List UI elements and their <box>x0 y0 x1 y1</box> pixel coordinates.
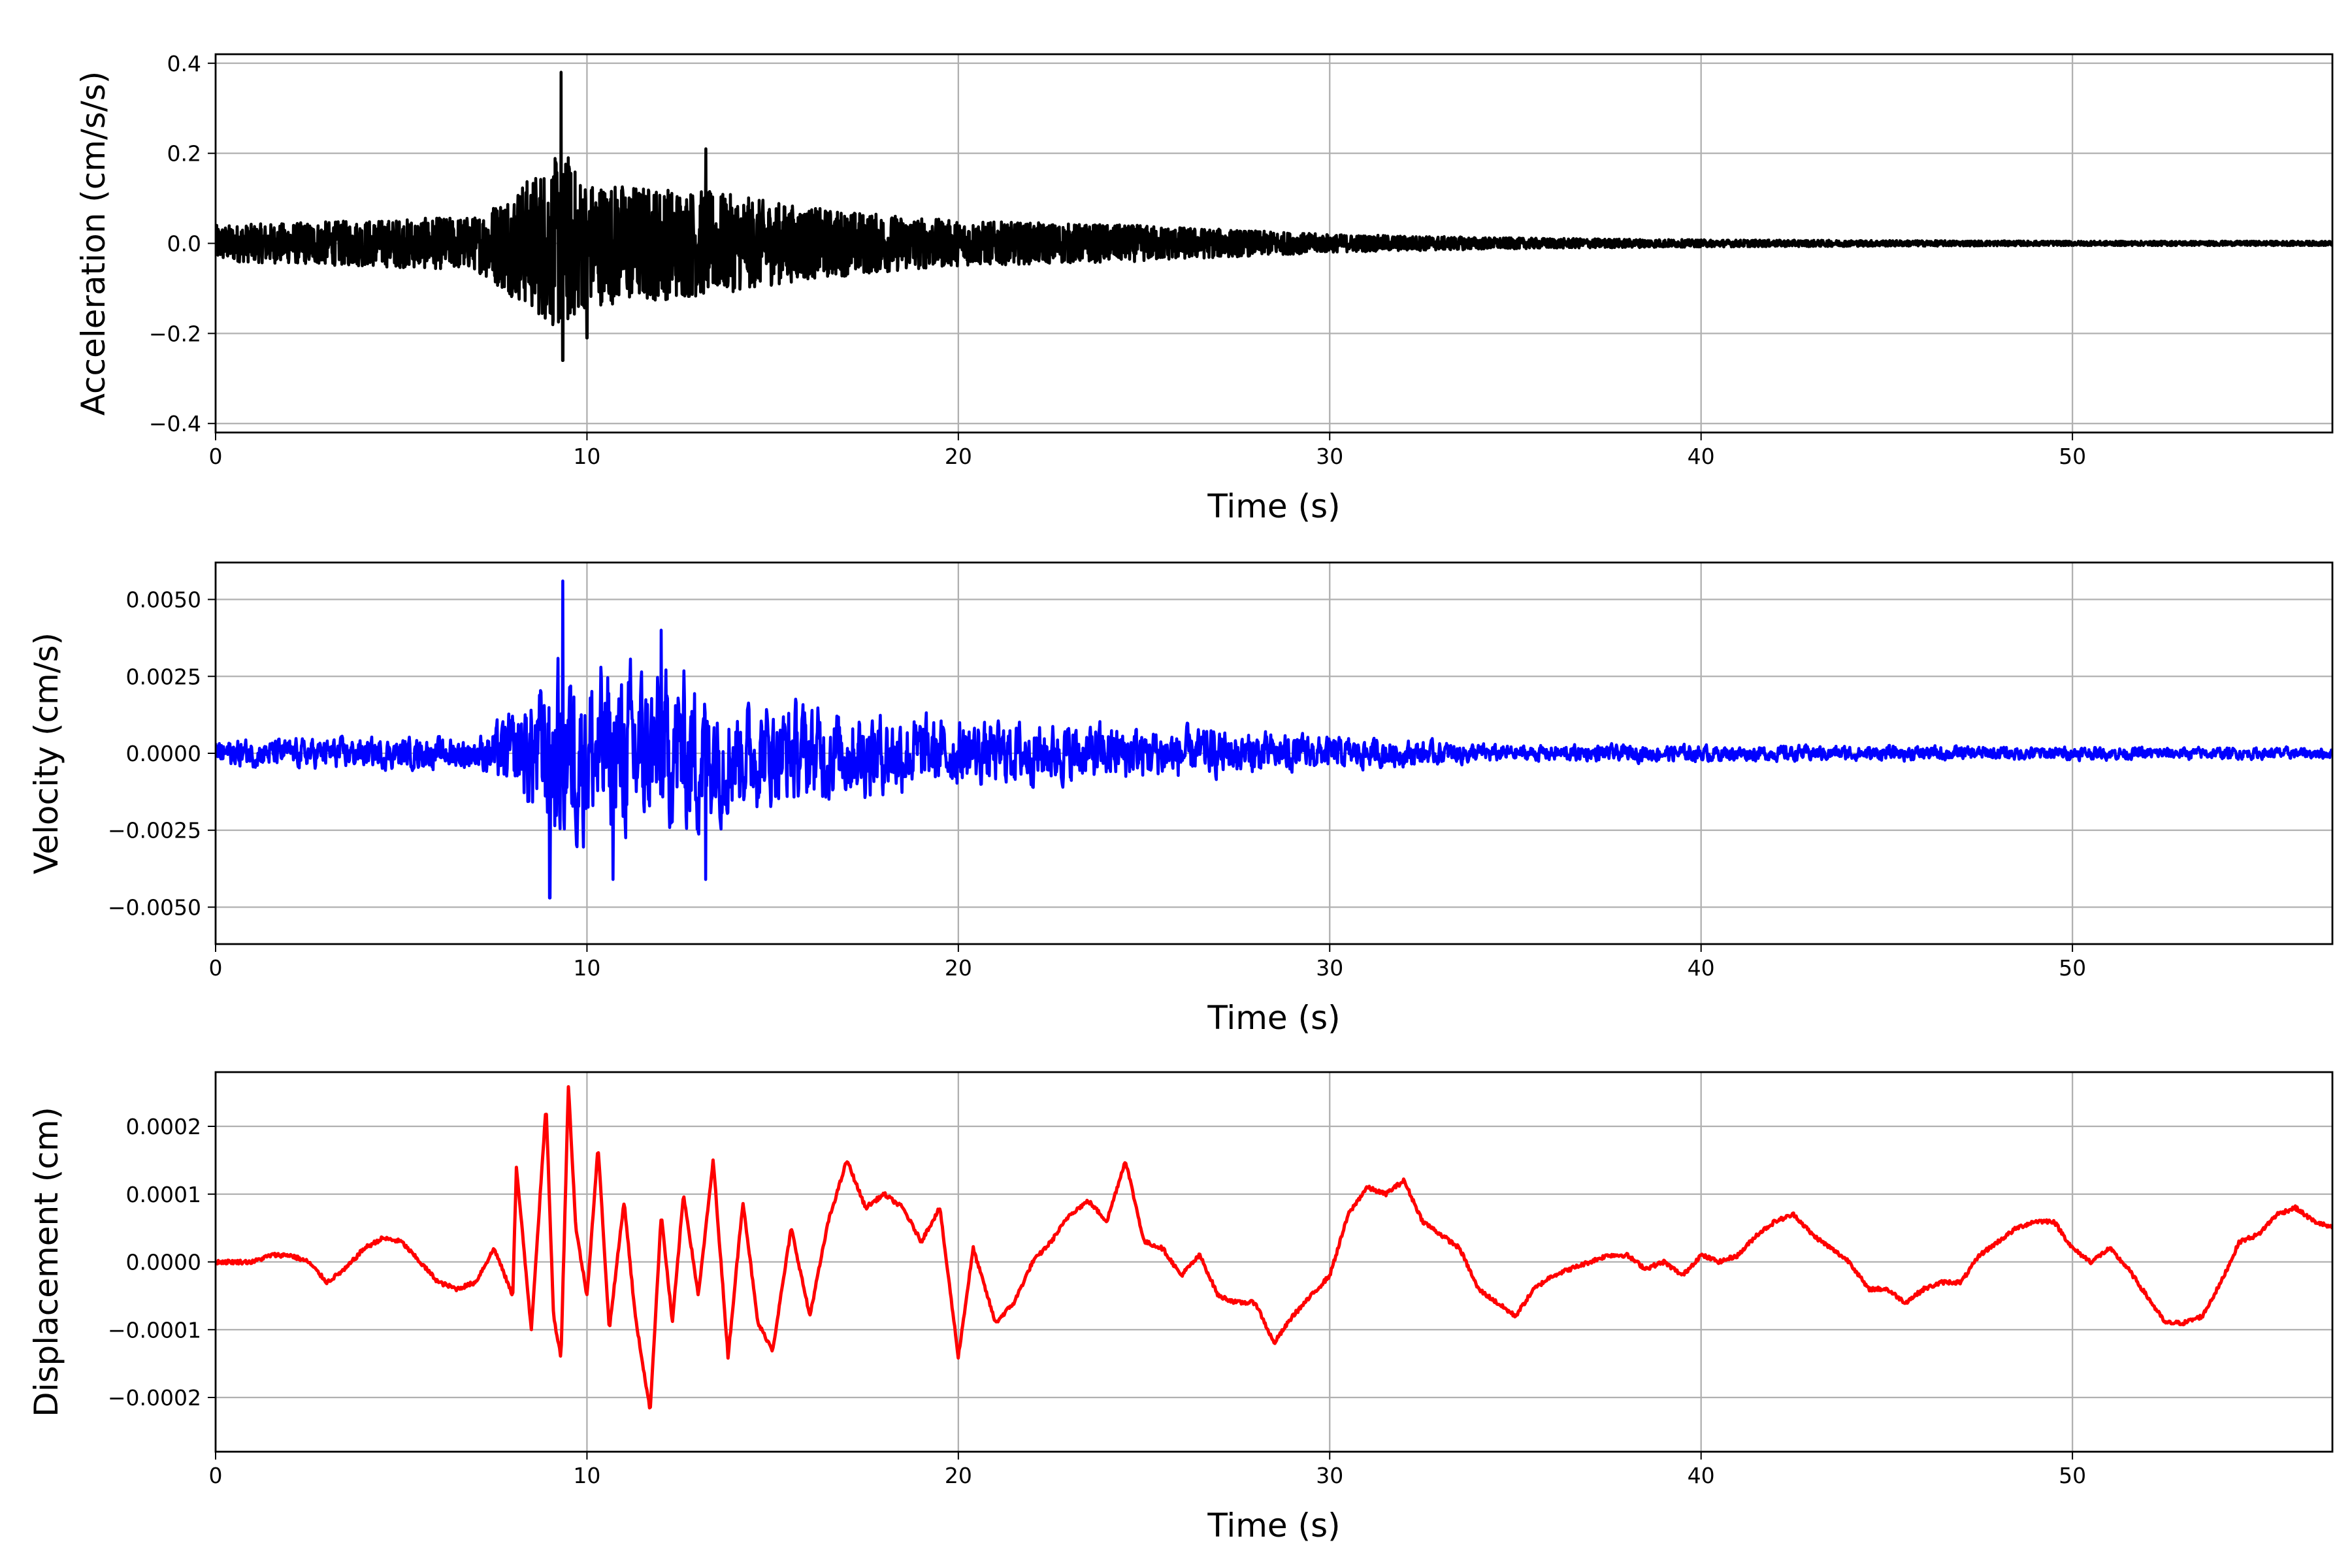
x-tick-label: 10 <box>573 955 600 981</box>
x-tick-label: 40 <box>1688 1463 1715 1488</box>
y-tick-label: 0.0001 <box>126 1182 201 1207</box>
y-tick-label: 0.0025 <box>126 664 201 689</box>
y-tick-label: −0.4 <box>149 411 201 436</box>
x-axis-label: Time (s) <box>1207 487 1340 525</box>
x-tick-label: 30 <box>1316 955 1343 981</box>
y-tick-label: 0.0000 <box>126 1250 201 1275</box>
acceleration-axes: 0 10 20 30 40 50 −0.4 −0.2 0.0 0.2 0.4 Time (s) Acce… <box>74 51 2334 525</box>
x-tick-label: 0 <box>209 444 223 469</box>
displacement-line <box>216 1085 2332 1410</box>
x-tick-label: 10 <box>573 1463 600 1488</box>
y-tick-label: 0.0 <box>167 231 201 257</box>
displacement-axes: 0 10 20 30 40 50 −0.0002 −0.0001 0.0000 0.0001 0.0… <box>27 1071 2334 1544</box>
x-tick-label: 50 <box>2059 1463 2086 1488</box>
x-tick-label: 50 <box>2059 444 2086 469</box>
y-tick-label: −0.0002 <box>108 1385 201 1411</box>
y-axis-label: Acceleration (cm/s/s) <box>74 71 112 416</box>
y-axis-label: Displacement (cm) <box>27 1107 65 1417</box>
velocity-line <box>216 580 2332 900</box>
x-tick-label: 30 <box>1316 1463 1343 1488</box>
x-tick-label: 0 <box>209 955 223 981</box>
x-tick-label: 40 <box>1688 955 1715 981</box>
y-axis-label: Velocity (cm/s) <box>27 632 65 874</box>
y-tick-label: 0.0000 <box>126 741 201 766</box>
y-tick-label: 0.2 <box>167 141 201 167</box>
y-tick-label: −0.0001 <box>108 1317 201 1343</box>
x-axis-label: Time (s) <box>1207 999 1340 1037</box>
x-axis-label: Time (s) <box>1207 1507 1340 1544</box>
x-tick-label: 10 <box>573 444 600 469</box>
x-tick-label: 20 <box>945 955 972 981</box>
velocity-axes: 0 10 20 30 40 50 −0.0050 −0.0025 0.0000 0.0025 0.0… <box>27 561 2334 1037</box>
x-tick-label: 20 <box>945 1463 972 1488</box>
y-tick-label: 0.4 <box>167 51 201 76</box>
x-tick-label: 20 <box>945 444 972 469</box>
y-tick-label: −0.2 <box>149 321 201 346</box>
x-tick-label: 40 <box>1688 444 1715 469</box>
y-tick-label: 0.0050 <box>126 587 201 613</box>
x-tick-label: 30 <box>1316 444 1343 469</box>
x-tick-label: 0 <box>209 1463 223 1488</box>
x-tick-label: 50 <box>2059 955 2086 981</box>
y-tick-label: −0.0050 <box>108 894 201 920</box>
y-tick-label: 0.0002 <box>126 1114 201 1139</box>
acceleration-line <box>216 71 2332 362</box>
y-tick-label: −0.0025 <box>108 818 201 843</box>
